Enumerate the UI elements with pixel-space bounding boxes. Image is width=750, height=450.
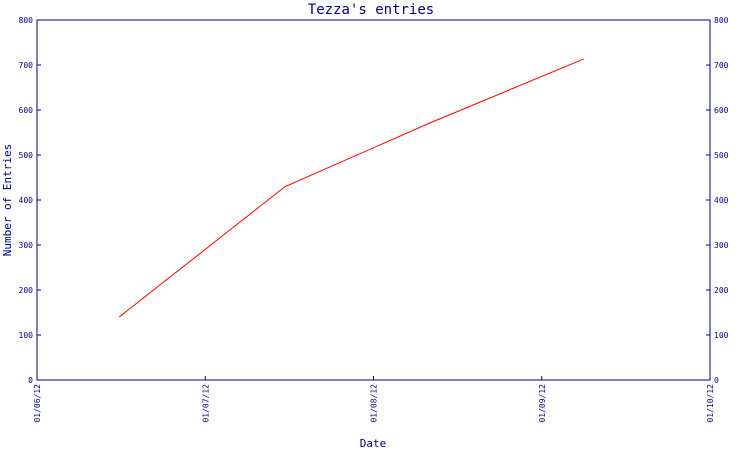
x-axis: 01/06/12 01/07/12 01/08/12 01/09/12 01/10/12: [33, 376, 715, 423]
y-tick-label-right: 300: [714, 241, 729, 250]
y-tick-label-right: 400: [714, 196, 729, 205]
y-tick-label-left: 300: [19, 241, 34, 250]
y-tick-label-right: 100: [714, 331, 729, 340]
plot-frame: [36, 19, 711, 381]
series-group: [119, 58, 584, 318]
x-tick-label: 01/06/12: [33, 384, 42, 423]
y-axis-right: 0 100 200 300 400 500 600 700 800: [706, 16, 729, 385]
y-tick-label-right: 600: [714, 106, 729, 115]
x-axis-label: Date: [360, 437, 387, 450]
y-tick-label-left: 400: [19, 196, 34, 205]
y-tick-label-right: 500: [714, 151, 729, 160]
y-tick-label-left: 600: [19, 106, 34, 115]
y-tick-label-right: 700: [714, 61, 729, 70]
data-point: [284, 185, 286, 188]
y-tick-label-right: 800: [714, 16, 729, 25]
y-tick-label-left: 500: [19, 151, 34, 160]
chart-title: Tezza's entries: [308, 2, 434, 18]
series-line: [119, 58, 584, 317]
data-point: [119, 315, 121, 318]
y-tick-label-left: 200: [19, 286, 34, 295]
y-tick-label-right: 200: [714, 286, 729, 295]
y-tick-label-right: 0: [714, 376, 719, 385]
data-point: [582, 58, 584, 60]
x-tick-label: 01/10/12: [706, 384, 715, 423]
x-tick-label: 01/07/12: [201, 384, 210, 423]
x-tick-label: 01/08/12: [370, 384, 379, 423]
y-tick-label-left: 700: [19, 61, 34, 70]
y-tick-label-left: 800: [19, 16, 34, 25]
y-tick-label-left: 100: [19, 331, 34, 340]
y-axis-left: 0 100 200 300 400 500 600 700 800: [19, 16, 41, 385]
x-tick-label: 01/09/12: [538, 384, 547, 423]
y-axis-label: Number of Entries: [1, 144, 14, 257]
data-point: [428, 122, 430, 125]
y-tick-label-left: 0: [28, 376, 33, 385]
